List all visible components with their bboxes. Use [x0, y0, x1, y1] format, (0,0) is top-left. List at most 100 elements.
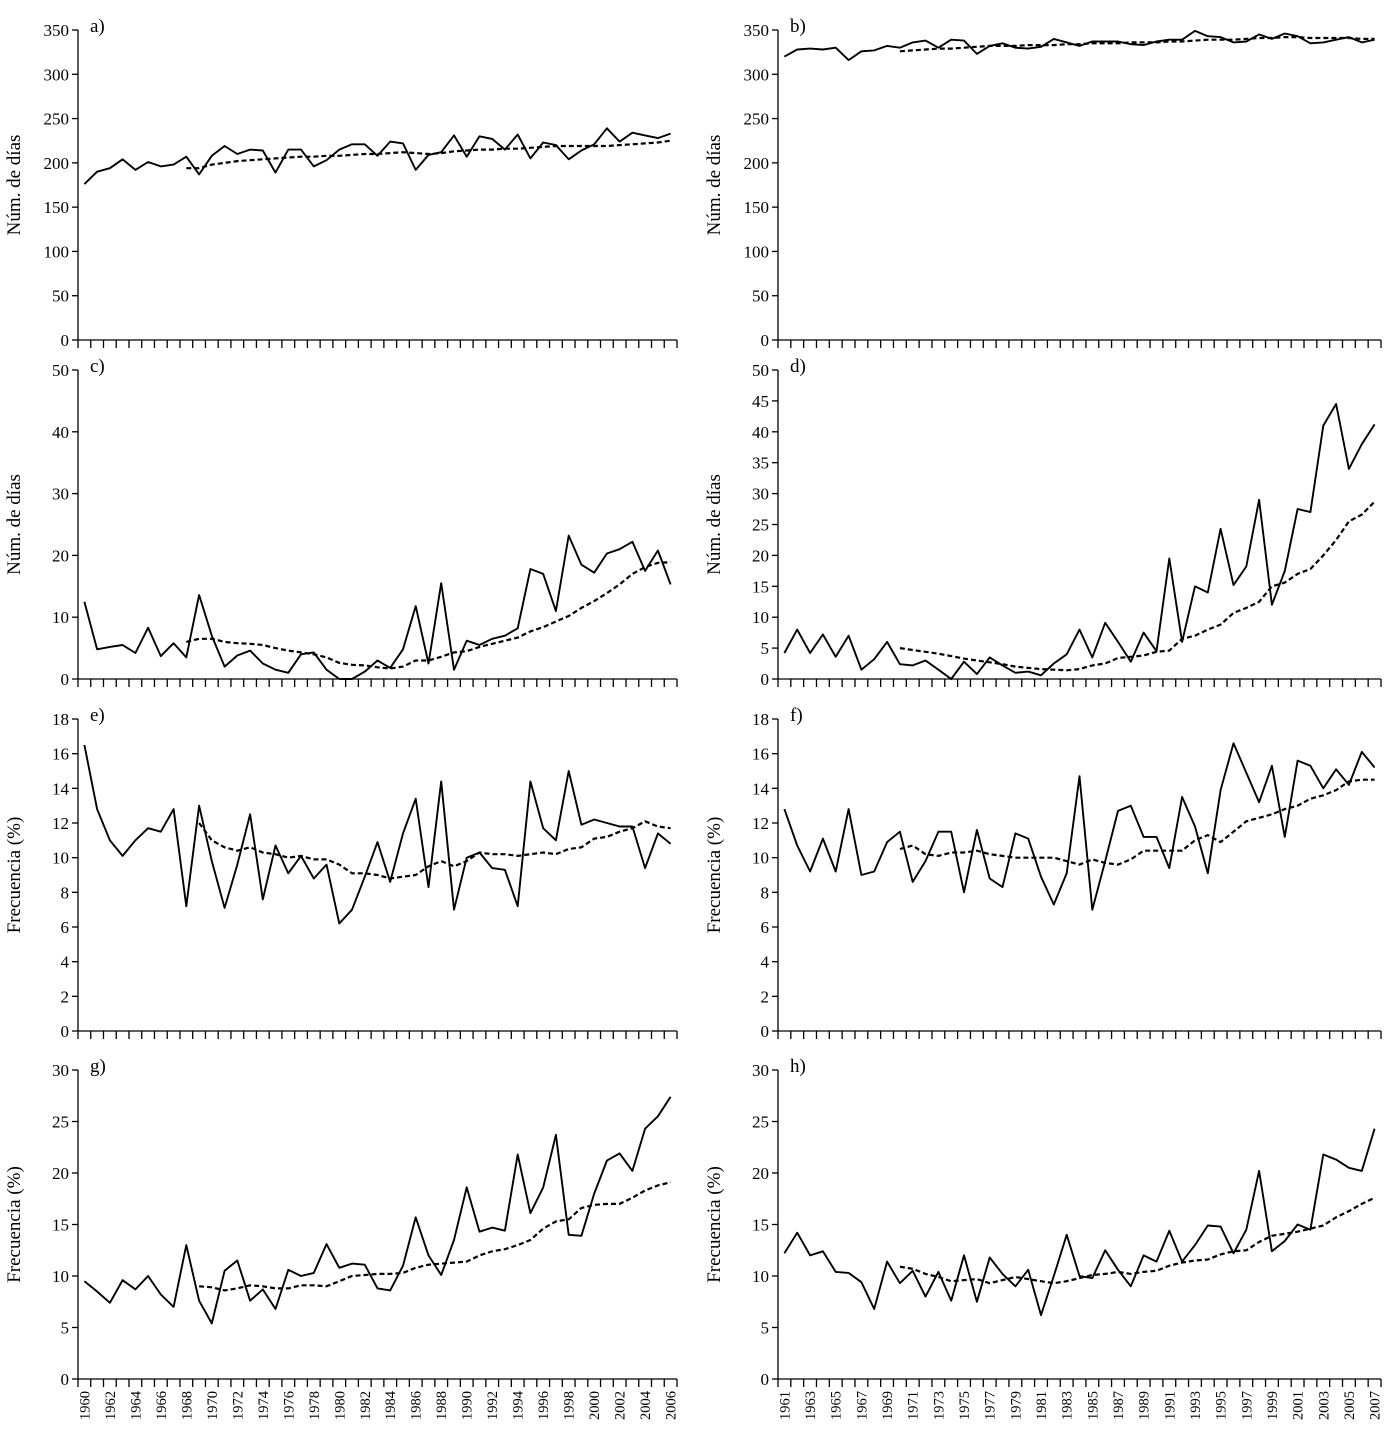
y-tick-label: 20 — [752, 546, 769, 565]
y-axis-label: Núm. de días — [4, 135, 25, 236]
x-tick-label: 1997 — [1239, 1391, 1255, 1420]
panel-f: 0 2 4 6 8 10 12 14 16 18 Frecuencia (%) f) — [704, 705, 1382, 1041]
x-tick-label: 1998 — [562, 1391, 578, 1420]
series-moving-average — [899, 500, 1376, 672]
x-tick-label: 1995 — [1214, 1391, 1230, 1420]
y-tick-label: 350 — [44, 21, 70, 40]
y-tick-label: 14 — [52, 779, 70, 798]
x-tick-label: 1966 — [154, 1391, 170, 1420]
series-observed — [83, 744, 672, 925]
panel-label: d) — [790, 356, 806, 377]
y-tick-label: 16 — [752, 745, 769, 764]
x-tick-label: 1965 — [829, 1391, 845, 1420]
y-tick-label: 200 — [44, 154, 70, 173]
series-observed — [83, 127, 671, 185]
y-tick-label: 30 — [52, 1061, 69, 1080]
y-tick-label: 12 — [52, 814, 69, 833]
panel-label: c) — [90, 356, 105, 377]
y-axis-label: Frecuencia (%) — [704, 817, 725, 934]
x-tick-label: 2006 — [664, 1391, 680, 1420]
panel-b: 0 50 100 150 200 250 300 350 Núm. de días b) — [704, 16, 1382, 350]
y-tick-label: 50 — [752, 287, 769, 306]
y-tick-label: 30 — [52, 485, 69, 504]
x-tick-label: 1989 — [1137, 1391, 1153, 1420]
x-tick-label: 1993 — [1188, 1391, 1204, 1420]
panel-c: 0 10 20 30 40 50 Núm. de días c) — [4, 356, 678, 689]
x-tick-label: 1964 — [128, 1390, 144, 1420]
y-tick-label: 5 — [61, 1319, 70, 1338]
y-tick-label: 100 — [44, 242, 70, 261]
panel-e: 0 2 4 6 8 10 12 14 16 18 Frecuencia (%) e) — [4, 705, 678, 1041]
x-tick-label: 1990 — [460, 1391, 476, 1420]
y-tick-label: 0 — [761, 1022, 770, 1041]
y-tick-label: 6 — [761, 918, 770, 937]
x-tick-label: 1973 — [931, 1391, 947, 1420]
x-tick-label: 2001 — [1291, 1391, 1307, 1420]
y-tick-label: 0 — [61, 670, 70, 689]
series-observed — [783, 1128, 1376, 1317]
y-tick-label: 350 — [744, 21, 770, 40]
x-tick-label: 1968 — [179, 1391, 195, 1420]
x-tick-label: 2005 — [1342, 1391, 1358, 1420]
x-tick-label: 1967 — [854, 1391, 870, 1420]
x-tick-label: 1960 — [77, 1391, 93, 1420]
y-tick-label: 50 — [52, 287, 69, 306]
panel-label: a) — [90, 16, 105, 37]
y-tick-label: 5 — [761, 1319, 770, 1338]
y-tick-label: 300 — [744, 65, 770, 84]
panel-h: 0 5 10 15 20 25 30 1961 1963 1965 1967 1969 1971 1973… — [704, 1056, 1384, 1420]
series-moving-average — [199, 1181, 671, 1292]
y-tick-label: 0 — [61, 331, 70, 350]
y-tick-label: 50 — [52, 361, 69, 380]
series-observed — [783, 742, 1376, 911]
y-tick-label: 35 — [752, 454, 769, 473]
panel-g: 0 5 10 15 20 25 30 1960 1962 1964 1966 1968 1970 1972… — [4, 1056, 680, 1420]
y-tick-label: 10 — [752, 1267, 769, 1286]
series-moving-average — [186, 139, 671, 170]
y-axis-label: Núm. de días — [704, 135, 725, 236]
series-observed — [83, 534, 672, 680]
panel-a: 0 50 100 150 200 250 300 350 Núm. de días a) — [4, 16, 678, 350]
panel-d: 0 5 10 15 20 25 30 35 40 45 50 Núm. de días d) — [704, 356, 1382, 689]
y-tick-label: 2 — [61, 987, 70, 1006]
x-tick-label: 1983 — [1060, 1391, 1076, 1420]
series-moving-average — [198, 820, 671, 880]
x-tick-label: 1980 — [332, 1391, 348, 1420]
x-tick-label: 1999 — [1265, 1391, 1281, 1420]
x-tick-label: 1991 — [1162, 1391, 1178, 1420]
x-tick-label: 1986 — [409, 1391, 425, 1420]
y-tick-label: 15 — [752, 1216, 769, 1235]
x-tick-label: 1963 — [803, 1391, 819, 1420]
y-axis-label: Núm. de días — [704, 474, 725, 575]
x-tick-label: 1970 — [205, 1391, 221, 1420]
panel-label: h) — [790, 1056, 806, 1077]
x-tick-label: 1994 — [511, 1390, 527, 1420]
y-tick-label: 18 — [52, 710, 69, 729]
x-tick-label: 1969 — [880, 1391, 896, 1420]
y-tick-label: 2 — [761, 987, 770, 1006]
series-observed — [783, 403, 1376, 680]
y-tick-label: 25 — [52, 1113, 69, 1132]
y-tick-label: 5 — [761, 639, 770, 658]
y-tick-label: 20 — [52, 1164, 69, 1183]
y-tick-label: 18 — [752, 710, 769, 729]
y-tick-label: 20 — [52, 546, 69, 565]
y-tick-label: 10 — [52, 849, 69, 868]
y-tick-label: 16 — [52, 745, 69, 764]
y-tick-label: 10 — [52, 1267, 69, 1286]
x-tick-label: 1982 — [358, 1391, 374, 1420]
y-axis-label: Frecuencia (%) — [4, 817, 25, 934]
y-tick-label: 50 — [752, 361, 769, 380]
y-tick-label: 250 — [44, 110, 70, 129]
y-tick-label: 4 — [761, 953, 770, 972]
y-tick-label: 0 — [61, 1370, 70, 1389]
y-tick-label: 8 — [61, 883, 70, 902]
y-tick-label: 45 — [752, 392, 769, 411]
x-tick-label: 2003 — [1316, 1391, 1332, 1420]
x-tick-label: 2007 — [1368, 1391, 1384, 1420]
series-moving-average — [899, 1196, 1376, 1285]
y-tick-label: 15 — [52, 1216, 69, 1235]
y-tick-label: 250 — [744, 110, 770, 129]
y-tick-label: 40 — [752, 423, 769, 442]
